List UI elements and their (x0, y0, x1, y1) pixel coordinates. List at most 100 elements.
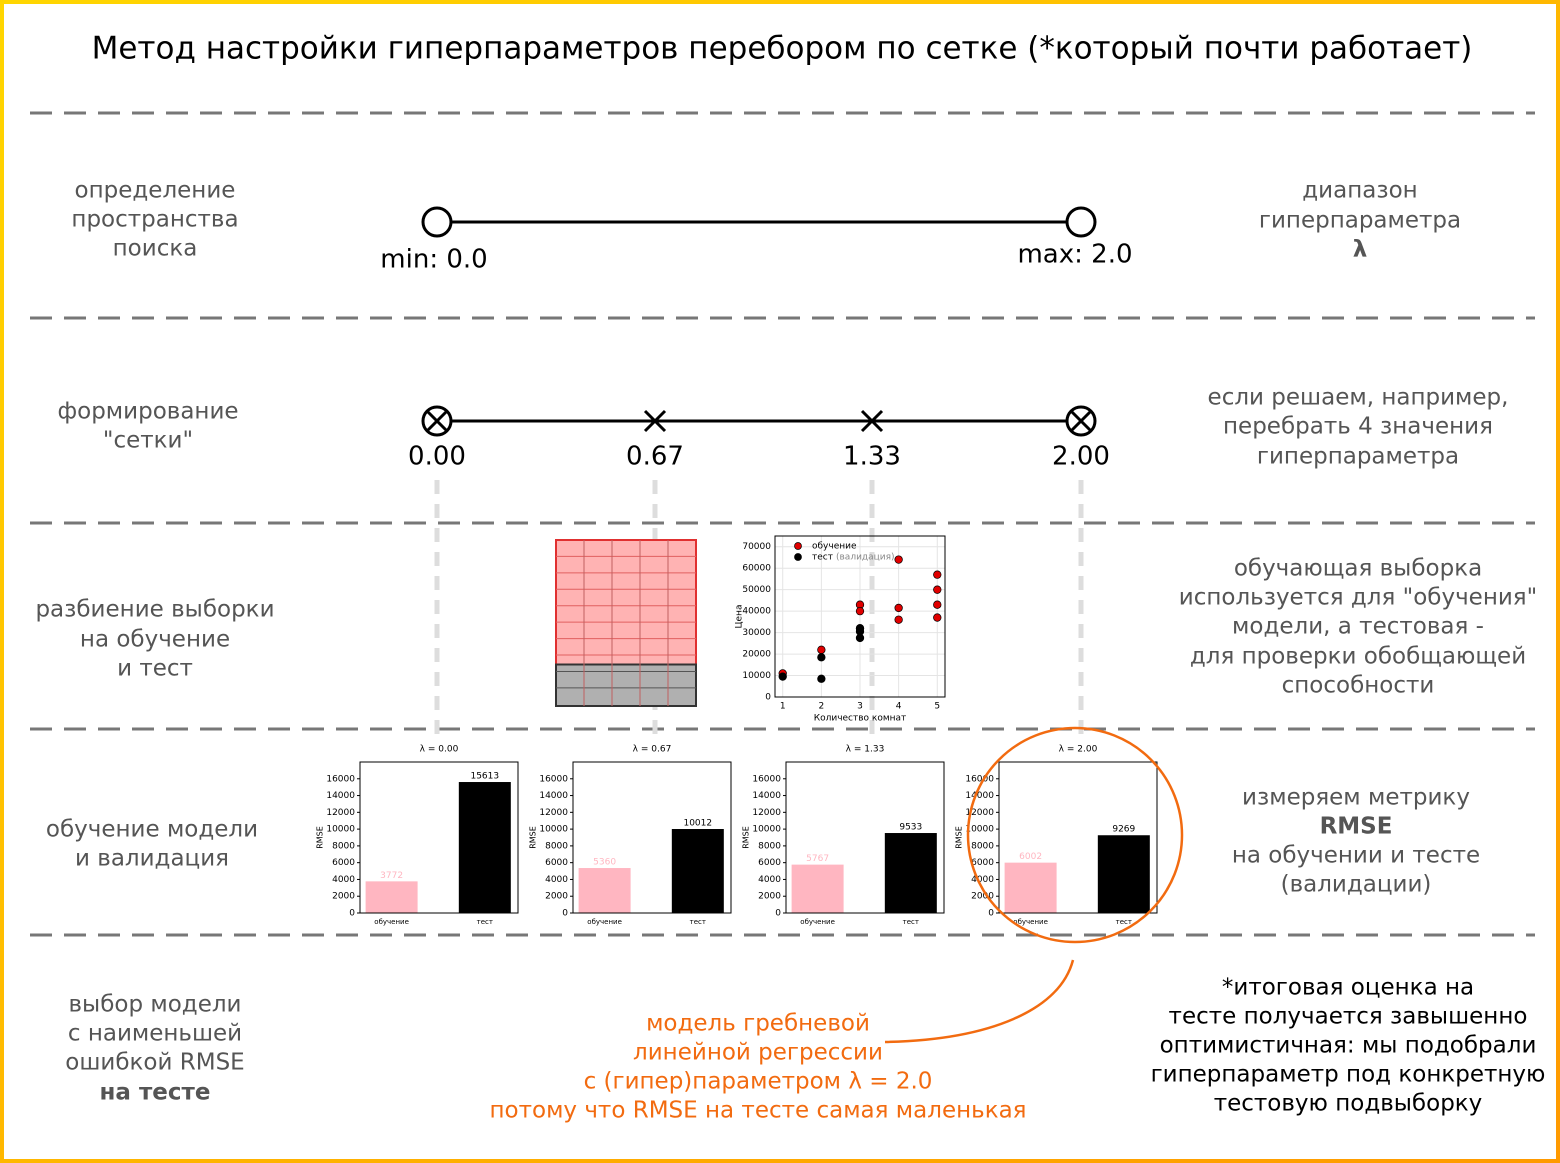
row-note: тесте получается завышенно (1169, 1004, 1528, 1030)
y-tick-label: 70000 (742, 542, 771, 552)
row-label: на обучение (80, 627, 230, 653)
y-tick-label: 8000 (332, 841, 355, 851)
value-label: 3772 (380, 871, 403, 881)
y-tick-label: 6000 (758, 858, 781, 868)
y-tick-label: 0 (349, 909, 355, 919)
legend-marker (794, 553, 802, 561)
grid-value: 0.00 (408, 442, 466, 472)
test-part (555, 663, 697, 707)
highlight-link (884, 959, 1075, 1044)
y-tick-label: 0 (562, 909, 568, 919)
range-line (421, 206, 1097, 238)
separators (30, 111, 1535, 937)
x-tick-label: 4 (896, 702, 902, 712)
row-note: если решаем, например, (1208, 385, 1509, 411)
row-note: *итоговая оценка на (1222, 975, 1474, 1001)
grid-value: 2.00 (1052, 442, 1110, 472)
y-tick-label: 50000 (742, 585, 771, 595)
highlight (966, 726, 1184, 944)
conclusion: модель гребневой (646, 1011, 870, 1037)
value-label: 6002 (1019, 852, 1042, 862)
row-label: обучение модели (46, 817, 258, 843)
y-axis-label: RMSE (955, 826, 964, 849)
y-tick-label: 4000 (545, 875, 568, 885)
row-note: модели, а тестовая - (1232, 614, 1484, 640)
y-tick-label: 2000 (758, 892, 781, 902)
value-label: 9533 (899, 823, 922, 833)
y-tick-label: 0 (775, 909, 781, 919)
legend-label: обучение (812, 542, 857, 552)
point (817, 674, 826, 683)
x-tick-label: тест (477, 918, 493, 926)
x-tick-label: 5 (934, 702, 940, 712)
chart-title: λ = 1.33 (846, 745, 885, 755)
bar-chart: λ = 1.33 0 2000 4000 6000 8000 10000 12000 14000… (742, 745, 945, 926)
y-tick-label: 16000 (965, 774, 994, 784)
point (855, 633, 865, 643)
y-tick-label: 14000 (752, 791, 781, 801)
x-tick-label: обучение (800, 918, 835, 926)
bar (365, 881, 418, 913)
value-label: 9269 (1112, 825, 1135, 835)
point (894, 555, 903, 564)
y-tick-label: 4000 (332, 875, 355, 885)
y-tick-label: 10000 (326, 825, 355, 835)
legend-note: (валидация) (836, 553, 895, 563)
row-label: определение (75, 178, 236, 204)
value-label: 15613 (470, 772, 499, 782)
row-note: гиперпараметра (1259, 208, 1461, 234)
data-split (555, 539, 697, 707)
row-note: используется для "обучения" (1179, 585, 1537, 611)
x-tick-label: обучение (1013, 918, 1048, 926)
y-tick-label: 14000 (965, 791, 994, 801)
bar-chart: λ = 0.00 0 2000 4000 6000 8000 10000 12000 14000… (316, 745, 519, 926)
plot-frame (774, 535, 946, 698)
bar-chart: λ = 0.67 0 2000 4000 6000 8000 10000 12000 14000… (529, 745, 732, 926)
point (933, 570, 942, 579)
y-tick-label: 30000 (742, 628, 771, 638)
x-tick-label: 2 (818, 702, 824, 712)
y-tick-label: 4000 (758, 875, 781, 885)
value-label: 5767 (806, 854, 829, 864)
x-tick-label: тест (903, 918, 919, 926)
row-note: перебрать 4 значения (1223, 414, 1493, 440)
row-label: поиска (113, 236, 198, 262)
y-axis-label: RMSE (316, 826, 325, 849)
y-tick-label: 14000 (539, 791, 568, 801)
row-label: пространства (71, 207, 238, 233)
value-label: 5360 (593, 858, 616, 868)
point (894, 615, 903, 624)
row-label: на тесте (100, 1080, 211, 1106)
bar (671, 829, 724, 913)
bar (1097, 835, 1150, 913)
row-note: измеряем метрику (1242, 785, 1470, 811)
x-tick-label: 1 (780, 702, 786, 712)
y-tick-label: 2000 (545, 892, 568, 902)
x-tick-label: 3 (857, 702, 863, 712)
grid-line (421, 405, 1097, 437)
row-note: RMSE (1320, 814, 1393, 840)
grid-value: 0.67 (626, 442, 684, 472)
point (894, 603, 903, 613)
y-tick-label: 4000 (971, 875, 994, 885)
bar (578, 868, 631, 913)
row-label: "сетки" (103, 428, 193, 454)
x-axis-label: Количество комнат (814, 714, 907, 724)
train-part (555, 539, 697, 666)
row-note: оптимистичная: мы подобрали (1160, 1033, 1537, 1059)
y-axis-label: Цена (735, 605, 745, 629)
bar (1004, 862, 1057, 913)
row-note: для проверки обобщающей (1190, 644, 1526, 670)
point (933, 613, 942, 622)
row-note: обучающая выборка (1234, 556, 1482, 582)
row-label: выбор модели (68, 992, 241, 1018)
point (933, 600, 942, 609)
y-tick-label: 6000 (971, 858, 994, 868)
row-note: гиперпараметра (1257, 444, 1459, 470)
range-max: max: 2.0 (1017, 240, 1132, 270)
y-tick-label: 12000 (752, 808, 781, 818)
legend-marker (794, 542, 802, 550)
legend-label: тест (812, 553, 833, 563)
bar (458, 782, 511, 913)
